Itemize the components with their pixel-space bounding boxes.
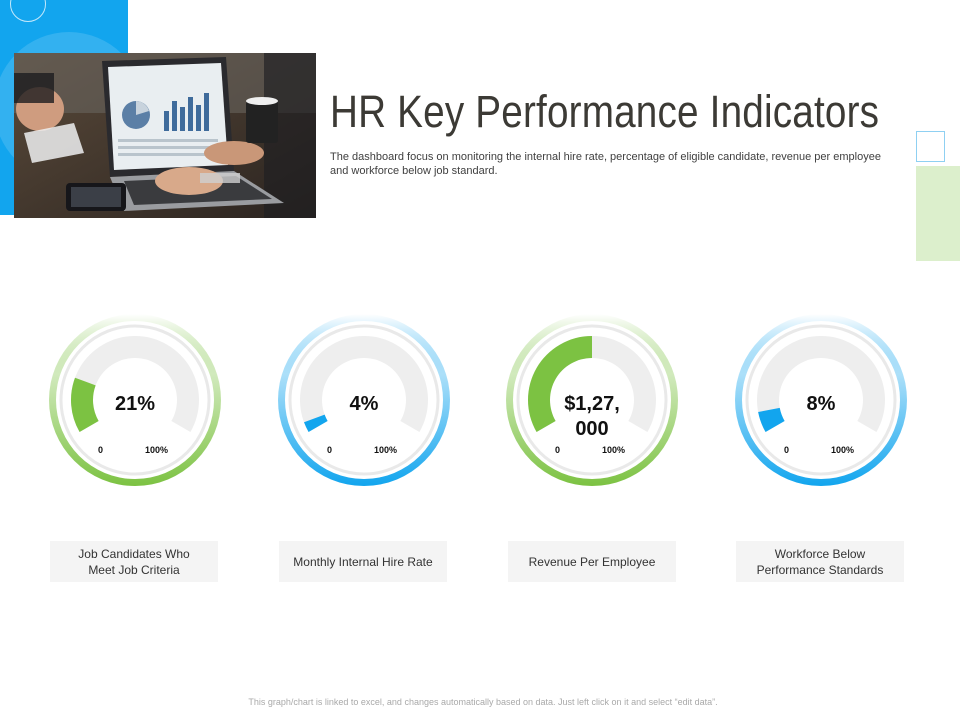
kpi-label-text: Job Candidates Who Meet Job Criteria	[78, 546, 190, 577]
kpi-label-text: Monthly Internal Hire Rate	[293, 554, 433, 569]
gauge-inner-ring	[59, 324, 211, 476]
kpi-label-revenue-per-employee: Revenue Per Employee	[508, 541, 676, 582]
gauge-value-arc	[304, 414, 328, 432]
gauge-svg	[278, 314, 450, 486]
gauge-value-label: $1,27, 000	[564, 393, 620, 440]
gauge-center	[550, 358, 634, 442]
gauge-track	[71, 336, 199, 432]
page-subtitle: The dashboard focus on monitoring the in…	[330, 151, 881, 177]
page-title: HR Key Performance Indicators	[330, 86, 880, 137]
gauge-inner-ring	[745, 324, 897, 476]
kpi-label-text: Workforce Below Performance Standards	[756, 546, 884, 577]
kpi-label-job-candidates: Job Candidates Who Meet Job Criteria	[50, 541, 218, 582]
gauge-min-tick: 0	[98, 445, 104, 455]
gauge-svg	[506, 314, 678, 486]
gauge-value-label: 4%	[349, 393, 379, 415]
decorative-ring	[10, 0, 46, 22]
gauge-min-tick: 0	[555, 445, 561, 455]
gauge-value-label: 21%	[114, 393, 156, 415]
gauge-workforce-below-standards: 8% 0 100%	[733, 312, 909, 488]
gauge-value-label: 8%	[806, 393, 836, 415]
gauge-job-candidates: 21% 0 100%	[47, 312, 223, 488]
gauge-track	[300, 336, 428, 432]
gauge-min-tick: 0	[784, 445, 790, 455]
kpi-label-workforce-below-standards: Workforce Below Performance Standards	[736, 541, 904, 582]
gauge-min-tick: 0	[327, 445, 333, 455]
kpi-label-text: Revenue Per Employee	[528, 554, 656, 569]
gauge-svg	[49, 314, 221, 486]
gauge-track	[757, 336, 885, 432]
gauge-max-tick: 100%	[374, 445, 398, 455]
kpi-label-internal-hire-rate: Monthly Internal Hire Rate	[279, 541, 447, 582]
decorative-green-block	[916, 166, 960, 261]
gauge-center	[322, 358, 406, 442]
gauge-inner-ring	[516, 324, 668, 476]
gauge-inner-ring	[288, 324, 440, 476]
gauge-revenue-per-employee: $1,27, 000 0 100%	[504, 312, 680, 488]
gauge-center	[779, 358, 863, 442]
gauge-max-tick: 100%	[602, 445, 626, 455]
gauge-svg	[735, 314, 907, 486]
laptop-dashboard-photo	[14, 53, 316, 218]
gauge-internal-hire-rate: 4% 0 100%	[276, 312, 452, 488]
gauge-value-arc	[758, 407, 785, 432]
gauge-max-tick: 100%	[145, 445, 169, 455]
decorative-outline-square	[916, 131, 945, 162]
gauge-max-tick: 100%	[831, 445, 855, 455]
footnote: This graph/chart is linked to excel, and…	[248, 697, 718, 707]
gauge-center	[93, 358, 177, 442]
gauge-value-arc	[528, 336, 592, 432]
gauge-value-arc	[71, 377, 99, 432]
